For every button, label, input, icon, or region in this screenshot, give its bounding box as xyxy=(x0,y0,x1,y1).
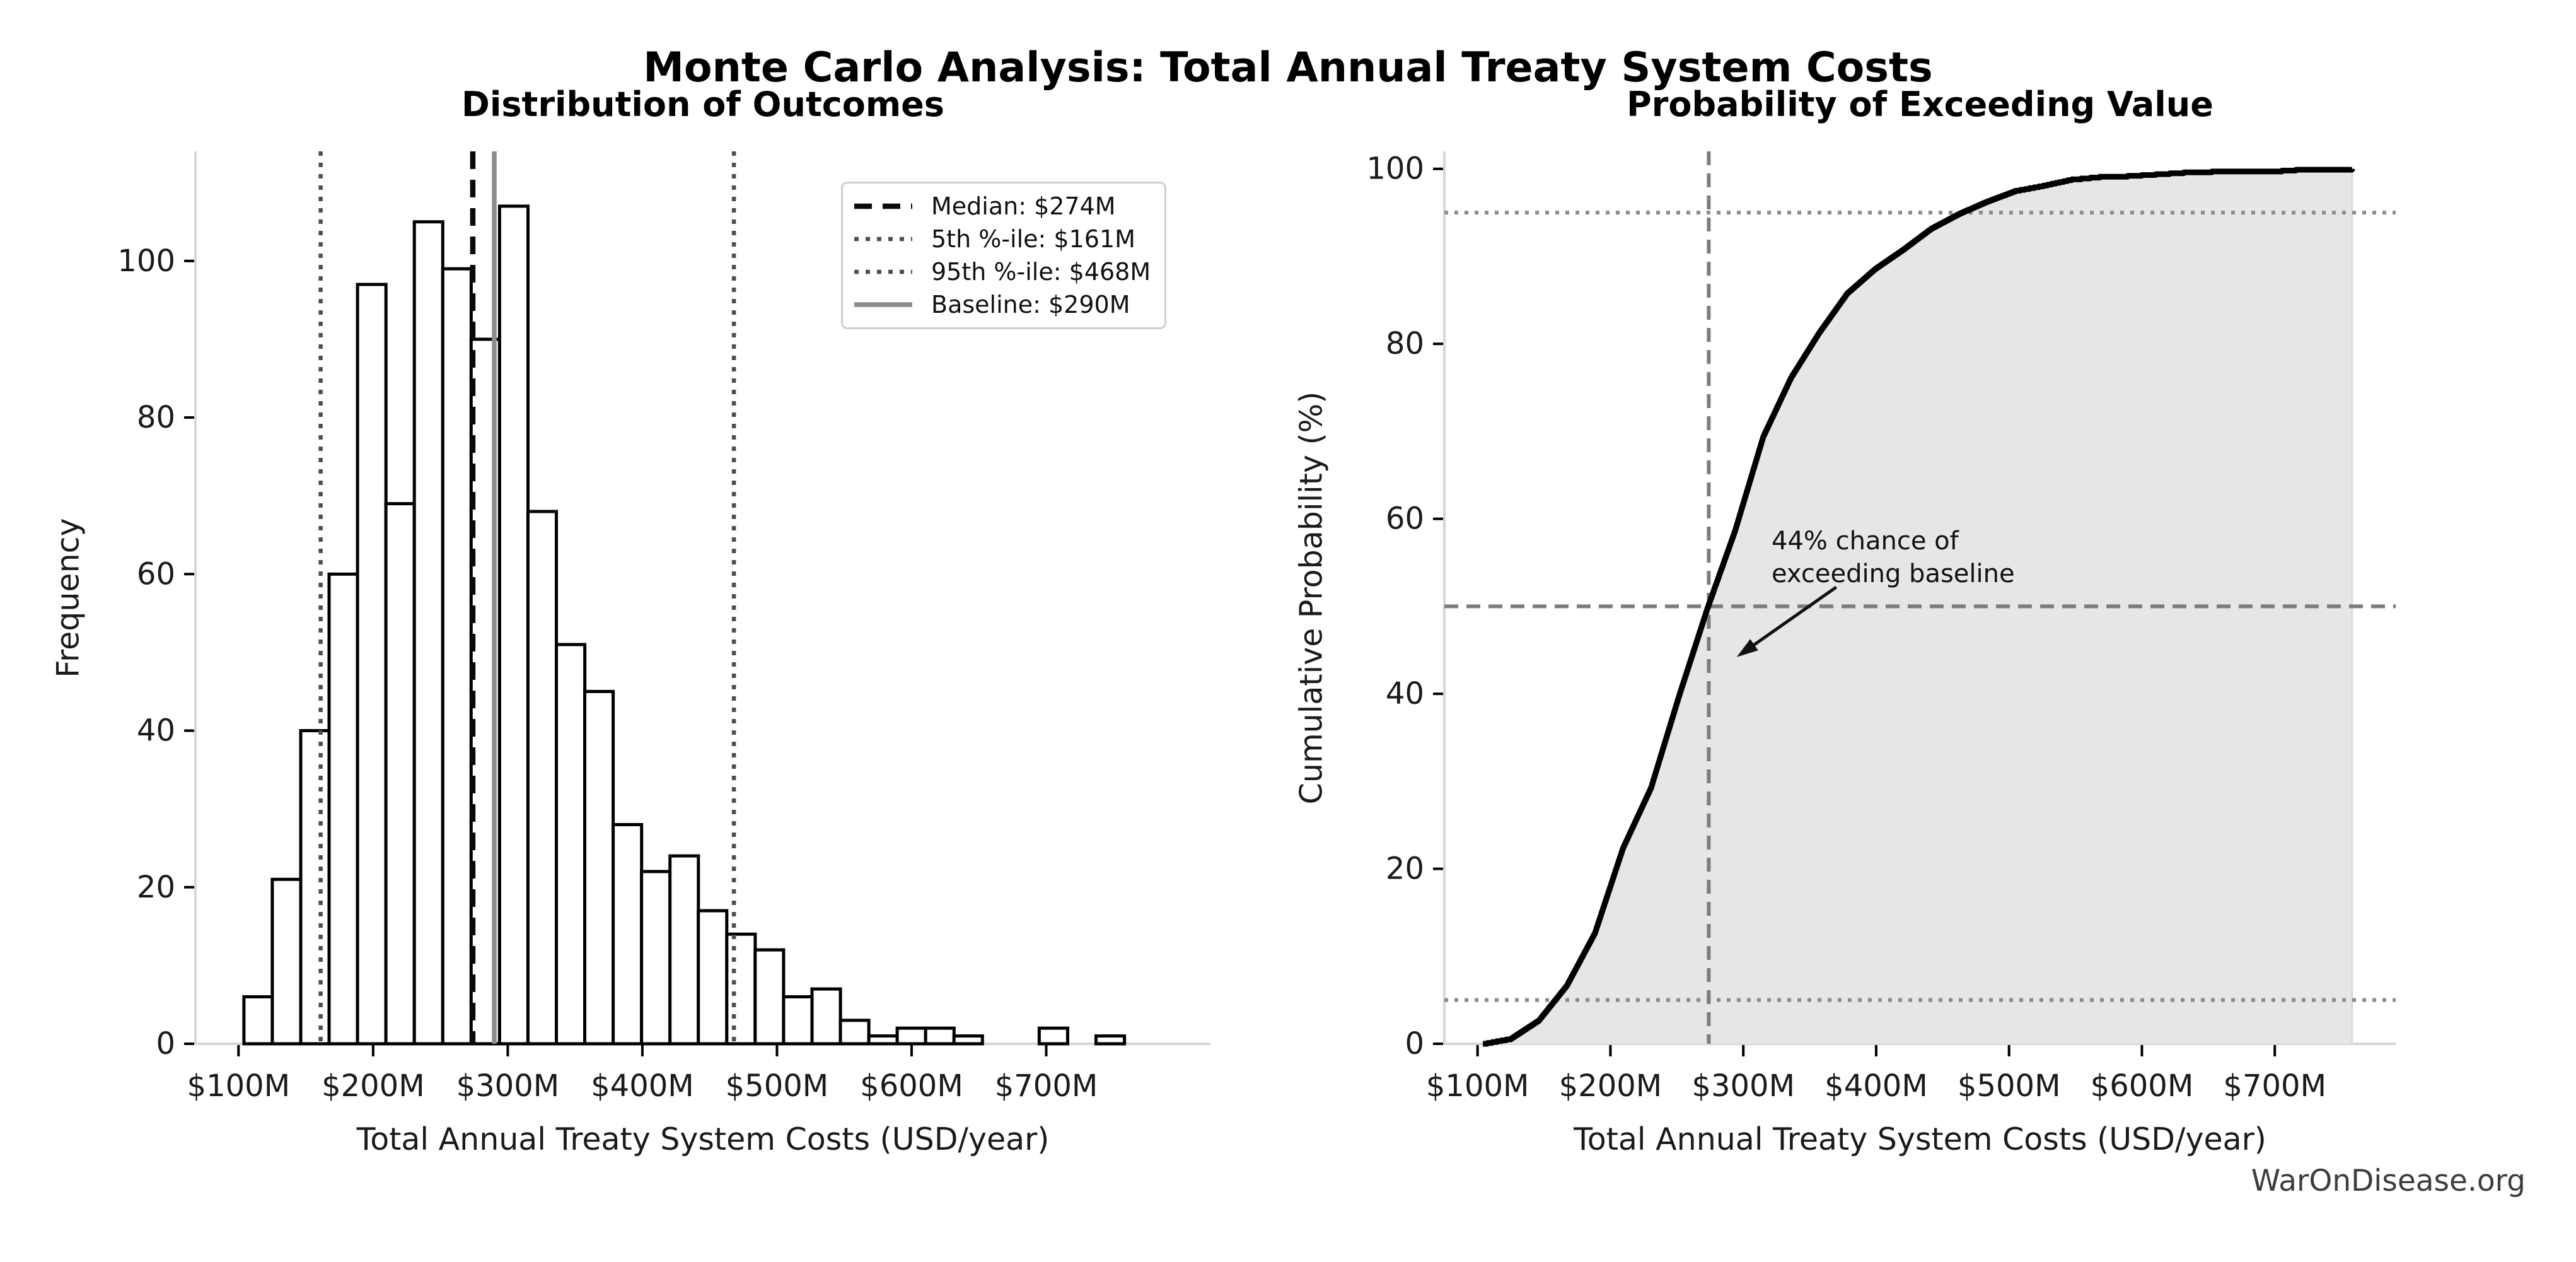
right-chart-y-tick-label: 60 xyxy=(1386,501,1424,537)
histogram-bar xyxy=(782,995,814,1046)
left-xaxis-label: Total Annual Treaty System Costs (USD/ye… xyxy=(356,1121,1050,1157)
histogram-bar xyxy=(497,204,530,1046)
left-chart-x-tick-label: $700M xyxy=(995,1068,1098,1104)
left-yaxis-label: Frequency xyxy=(50,518,86,678)
left-chart-x-tick-label: $400M xyxy=(591,1068,694,1104)
histogram-bar xyxy=(526,510,559,1046)
right-chart-x-tick-label: $400M xyxy=(1825,1068,1928,1104)
right-chart-y-tick-label: 80 xyxy=(1386,326,1424,361)
legend-item-label: Median: $274M xyxy=(931,192,1116,220)
left-chart-y-tick-label: 20 xyxy=(137,870,175,905)
legend-line-sample-dotted-dark xyxy=(854,237,912,242)
histogram-bar xyxy=(810,987,842,1046)
histogram-bar xyxy=(952,1034,984,1046)
histogram-bar xyxy=(270,877,303,1046)
left-chart-y-tick-label: 60 xyxy=(137,556,175,592)
histogram-bar xyxy=(242,995,274,1046)
legend: Median: $274M 5th %-ile: $161M 95th %-ile:… xyxy=(841,182,1167,329)
histogram-bar xyxy=(1094,1034,1127,1046)
histogram-bar xyxy=(327,572,359,1046)
right-yaxis-label: Cumulative Probability (%) xyxy=(1293,391,1330,805)
right-chart-y-tick-label: 40 xyxy=(1386,676,1424,711)
cdf-curve xyxy=(1483,167,2355,1047)
left-chart-title: Distribution of Outcomes xyxy=(461,85,944,124)
histogram-bar xyxy=(412,220,444,1046)
right-chart-y-tick-label: 0 xyxy=(1405,1026,1424,1061)
histogram-bar xyxy=(555,643,587,1046)
histogram-bar xyxy=(612,823,644,1046)
legend-item: Baseline: $290M xyxy=(853,291,1151,318)
legend-item-label: 5th %-ile: $161M xyxy=(931,225,1135,253)
figure-title: Monte Carlo Analysis: Total Annual Treat… xyxy=(643,44,1933,91)
annotation-arrow-head xyxy=(1736,639,1758,657)
left-chart-x-tick-label: $200M xyxy=(322,1068,425,1104)
watermark: WarOnDisease.org xyxy=(2251,1164,2526,1198)
histogram-bar xyxy=(1037,1026,1070,1046)
legend-item: Median: $274M xyxy=(853,192,1151,220)
left-chart-x-tick-label: $300M xyxy=(456,1068,560,1104)
legend-item-label: 95th %-ile: $468M xyxy=(931,258,1151,286)
legend-line-sample-dotted-dark xyxy=(854,269,912,274)
right-xaxis-label: Total Annual Treaty System Costs (USD/ye… xyxy=(1574,1121,2266,1157)
histogram-bar xyxy=(895,1026,927,1046)
right-chart-x-tick-label: $200M xyxy=(1559,1068,1662,1104)
histogram-bar xyxy=(384,502,416,1046)
histogram-bar xyxy=(697,909,729,1046)
histogram-bar xyxy=(583,689,615,1046)
right-chart-title: Probability of Exceeding Value xyxy=(1627,85,2213,124)
histogram-bar xyxy=(753,948,786,1046)
left-chart-y-tick-label: 40 xyxy=(137,713,175,749)
legend-item-label: Baseline: $290M xyxy=(931,291,1130,318)
histogram-bar xyxy=(668,854,700,1046)
annotation-line: 44% chance of xyxy=(1772,527,1959,556)
annotation-line: exceeding baseline xyxy=(1772,559,2015,588)
left-chart-y-tick-label: 80 xyxy=(137,400,175,435)
histogram-bar xyxy=(356,283,388,1046)
annotation-arrow-line xyxy=(1749,585,1838,649)
right-chart-x-tick-label: $600M xyxy=(2091,1068,2194,1104)
legend-item: 5th %-ile: $161M xyxy=(853,225,1151,253)
left-chart-y-tick-label: 0 xyxy=(156,1026,175,1061)
right-chart-x-tick-label: $700M xyxy=(2223,1068,2326,1104)
annotation: 44% chance of exceeding baseline xyxy=(1772,525,2015,590)
histogram-bar xyxy=(867,1034,899,1046)
histogram-bar xyxy=(640,870,672,1046)
legend-item: 95th %-ile: $468M xyxy=(853,258,1151,286)
left-chart-x-tick-label: $600M xyxy=(860,1068,963,1104)
histogram-bar xyxy=(838,1019,871,1046)
right-chart-x-tick-label: $100M xyxy=(1426,1068,1529,1104)
left-chart-x-tick-label: $100M xyxy=(187,1068,291,1104)
right-chart-y-tick-label: 100 xyxy=(1366,151,1424,187)
legend-line-sample-dashed-black xyxy=(854,203,912,209)
histogram-bar xyxy=(924,1026,956,1046)
left-chart-x-tick-label: $500M xyxy=(726,1068,829,1104)
histogram-bar xyxy=(299,729,331,1046)
histogram-bar xyxy=(441,267,473,1046)
left-chart-y-tick-label: 100 xyxy=(117,243,175,279)
legend-line-sample-solid-gray xyxy=(854,302,912,307)
right-chart-x-tick-label: $500M xyxy=(1958,1068,2061,1104)
right-chart-x-tick-label: $300M xyxy=(1691,1068,1795,1104)
right-chart-y-tick-label: 20 xyxy=(1386,851,1424,887)
histogram-bar xyxy=(725,932,757,1046)
